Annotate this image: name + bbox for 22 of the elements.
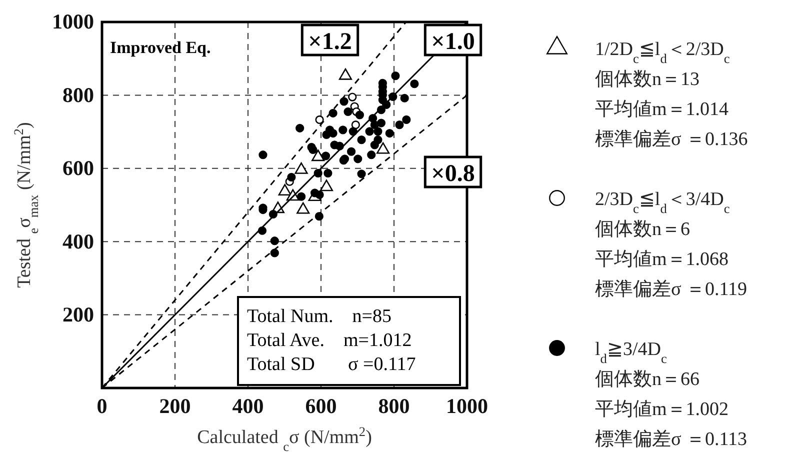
text: 1/2D$_{c}$≦l$_{d}$＜2/3D$_{c}$ 個体数n＝13 平均値m＝1.014 標準偏差σ ＝0.136 (595, 39, 748, 150)
y-tick-label: 1000 (52, 10, 94, 34)
x-tick-label: 400 (232, 394, 264, 418)
series-label: ×1.0 (431, 29, 475, 55)
x-tick-label: 1000 (446, 394, 488, 418)
text: Improved Eq. (110, 38, 211, 57)
x-tick-label: 600 (305, 394, 337, 418)
annotation: Total Ave. m=1.012 (247, 330, 412, 351)
y-tick-label: 600 (62, 156, 94, 180)
y-tick-label: 200 (62, 302, 94, 327)
y-tick-label: 400 (62, 229, 94, 254)
annotation: Total SD σ =0.117 (247, 354, 416, 375)
annotation: Total Num. n=85 (247, 306, 392, 327)
x-tick-label: 200 (159, 394, 191, 418)
x-tick-label: 0 (96, 394, 108, 418)
series-label: ×0.8 (431, 161, 475, 187)
x-tick-label: 800 (378, 394, 410, 418)
x-axis-title: Calculated $_{c}$σ (N/mm$^{2}$) (197, 424, 372, 454)
legend-label: l$_{d}$≧3/4D$_{c}$ 個体数n＝66 平均値m＝1.002 標準偏差σ ＝0.113 (595, 339, 748, 450)
text: 2/3D$_{c}$≦l$_{d}$＜3/4D$_{c}$ 個体数n＝6 平均値m＝1.068 標準偏差σ ＝0.119 (595, 189, 748, 300)
series-label: ×1.2 (308, 29, 352, 55)
y-tick-label: 800 (62, 82, 94, 107)
